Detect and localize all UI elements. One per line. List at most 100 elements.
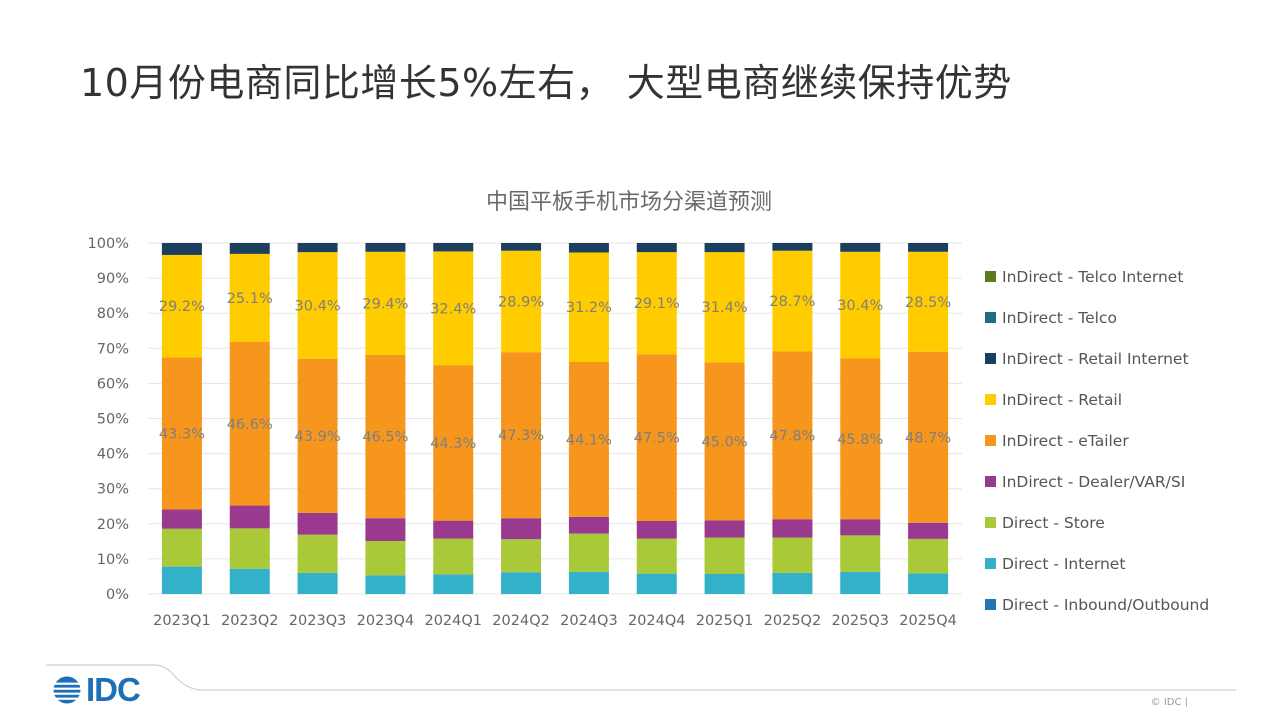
bar-segment-indirect-retail bbox=[840, 251, 881, 359]
x-tick-label: 2025Q2 bbox=[764, 613, 822, 629]
data-label: 46.6% bbox=[227, 417, 273, 433]
x-tick-label: 2024Q2 bbox=[492, 613, 550, 629]
bar-segment-direct-store bbox=[297, 534, 338, 573]
legend-label: Direct - Inbound/Outbound bbox=[1002, 595, 1210, 614]
legend-item: InDirect - Dealer/VAR/SI bbox=[985, 461, 1209, 502]
data-label: 29.1% bbox=[634, 296, 680, 312]
bar-segment-indirect-dealer-var-si bbox=[229, 505, 270, 529]
bar-segment-direct-internet bbox=[229, 568, 270, 594]
legend-item: InDirect - Retail Internet bbox=[985, 338, 1209, 379]
legend-label: InDirect - Dealer/VAR/SI bbox=[1002, 472, 1186, 491]
bar-segment-indirect-dealer-var-si bbox=[704, 520, 745, 538]
legend-label: InDirect - Retail Internet bbox=[1002, 349, 1189, 368]
bar-segment-indirect-retail-internet bbox=[161, 243, 202, 255]
idc-logo: IDC bbox=[52, 673, 141, 706]
legend-item: Direct - Store bbox=[985, 502, 1209, 543]
bar-segment-indirect-dealer-var-si bbox=[568, 516, 609, 534]
data-label: 29.2% bbox=[159, 299, 205, 315]
bar-segment-direct-store bbox=[433, 538, 474, 575]
bar-segment-direct-store bbox=[229, 528, 270, 569]
bar-segment-direct-store bbox=[636, 538, 677, 574]
bar-segment-direct-internet bbox=[840, 571, 881, 594]
chart-legend: InDirect - Telco Internet InDirect - Telc… bbox=[985, 256, 1209, 625]
bar-segment-direct-internet bbox=[365, 575, 406, 594]
bar-segment-indirect-retail-internet bbox=[365, 243, 406, 252]
data-label: 47.8% bbox=[769, 428, 815, 444]
bar-segment-direct-internet bbox=[568, 571, 609, 594]
y-tick-label: 30% bbox=[97, 482, 129, 498]
bar-segment-indirect-etailer bbox=[229, 341, 270, 506]
x-tick-label: 2025Q3 bbox=[831, 613, 889, 629]
bar-segment-indirect-dealer-var-si bbox=[840, 519, 881, 536]
bar-segment-direct-store bbox=[568, 533, 609, 572]
bar-segment-direct-internet bbox=[704, 573, 745, 594]
legend-swatch bbox=[985, 599, 996, 610]
legend-swatch bbox=[985, 435, 996, 446]
data-label: 47.3% bbox=[498, 428, 544, 444]
bar-segment-indirect-retail bbox=[501, 250, 542, 353]
bar-segment-direct-store bbox=[161, 528, 202, 567]
y-tick-label: 40% bbox=[97, 447, 129, 463]
data-label: 45.0% bbox=[702, 434, 748, 450]
legend-swatch bbox=[985, 517, 996, 528]
bar-segment-indirect-retail-internet bbox=[297, 243, 338, 253]
bar-segment-direct-internet bbox=[772, 572, 813, 594]
bar-segment-indirect-retail bbox=[433, 251, 474, 366]
data-label: 47.5% bbox=[634, 431, 680, 447]
legend-swatch bbox=[985, 353, 996, 364]
copyright-text: © IDC | bbox=[1150, 697, 1188, 708]
bar-segment-indirect-retail bbox=[772, 250, 813, 352]
data-label: 43.3% bbox=[159, 426, 205, 442]
bar-segment-indirect-dealer-var-si bbox=[501, 518, 542, 540]
bar-segment-direct-store bbox=[365, 540, 406, 576]
bar-segment-indirect-dealer-var-si bbox=[636, 520, 677, 539]
bar-segment-indirect-retail bbox=[161, 254, 202, 358]
bar-segment-indirect-etailer bbox=[297, 358, 338, 513]
data-label: 43.9% bbox=[295, 429, 341, 445]
legend-label: InDirect - Retail bbox=[1002, 390, 1123, 409]
bar-segment-indirect-retail bbox=[297, 252, 338, 359]
bar-segment-indirect-retail-internet bbox=[704, 243, 745, 253]
y-tick-label: 50% bbox=[97, 412, 129, 428]
x-tick-label: 2023Q1 bbox=[153, 613, 211, 629]
bar-segment-direct-internet bbox=[908, 573, 949, 594]
y-tick-label: 90% bbox=[97, 271, 129, 287]
y-tick-label: 20% bbox=[97, 517, 129, 533]
data-label: 25.1% bbox=[227, 291, 273, 307]
x-tick-label: 2024Q1 bbox=[424, 613, 482, 629]
data-label: 29.4% bbox=[362, 296, 408, 312]
data-label: 30.4% bbox=[295, 298, 341, 314]
bar-segment-indirect-retail-internet bbox=[568, 243, 609, 253]
x-tick-label: 2024Q3 bbox=[560, 613, 618, 629]
bar-segment-indirect-dealer-var-si bbox=[908, 522, 949, 539]
legend-item: InDirect - eTailer bbox=[985, 420, 1209, 461]
data-label: 31.2% bbox=[566, 300, 612, 316]
bar-segment-direct-store bbox=[772, 537, 813, 573]
bar-segment-indirect-etailer bbox=[161, 357, 202, 510]
y-tick-label: 100% bbox=[88, 236, 129, 252]
bar-segment-direct-store bbox=[908, 538, 949, 574]
bar-segment-direct-internet bbox=[433, 574, 474, 594]
bar-segment-indirect-retail-internet bbox=[636, 243, 677, 253]
data-label: 44.3% bbox=[430, 436, 476, 452]
bar-segment-indirect-retail bbox=[365, 251, 406, 355]
legend-swatch bbox=[985, 394, 996, 405]
x-tick-label: 2024Q4 bbox=[628, 613, 686, 629]
legend-swatch bbox=[985, 312, 996, 323]
data-label: 44.1% bbox=[566, 432, 612, 448]
bar-segment-direct-store bbox=[501, 539, 542, 573]
bar-segment-indirect-retail-internet bbox=[840, 243, 881, 252]
bar-segment-indirect-etailer bbox=[772, 351, 813, 520]
bar-segment-indirect-retail bbox=[568, 252, 609, 362]
y-tick-label: 0% bbox=[106, 587, 129, 603]
legend-swatch bbox=[985, 558, 996, 569]
bar-segment-indirect-retail-internet bbox=[229, 243, 270, 254]
data-label: 28.5% bbox=[905, 295, 951, 311]
legend-item: Direct - Inbound/Outbound bbox=[985, 584, 1209, 625]
data-label: 28.9% bbox=[498, 294, 544, 310]
bar-segment-direct-store bbox=[840, 535, 881, 572]
bar-segment-indirect-etailer bbox=[568, 361, 609, 517]
bar-segment-indirect-dealer-var-si bbox=[772, 519, 813, 538]
legend-swatch bbox=[985, 476, 996, 487]
